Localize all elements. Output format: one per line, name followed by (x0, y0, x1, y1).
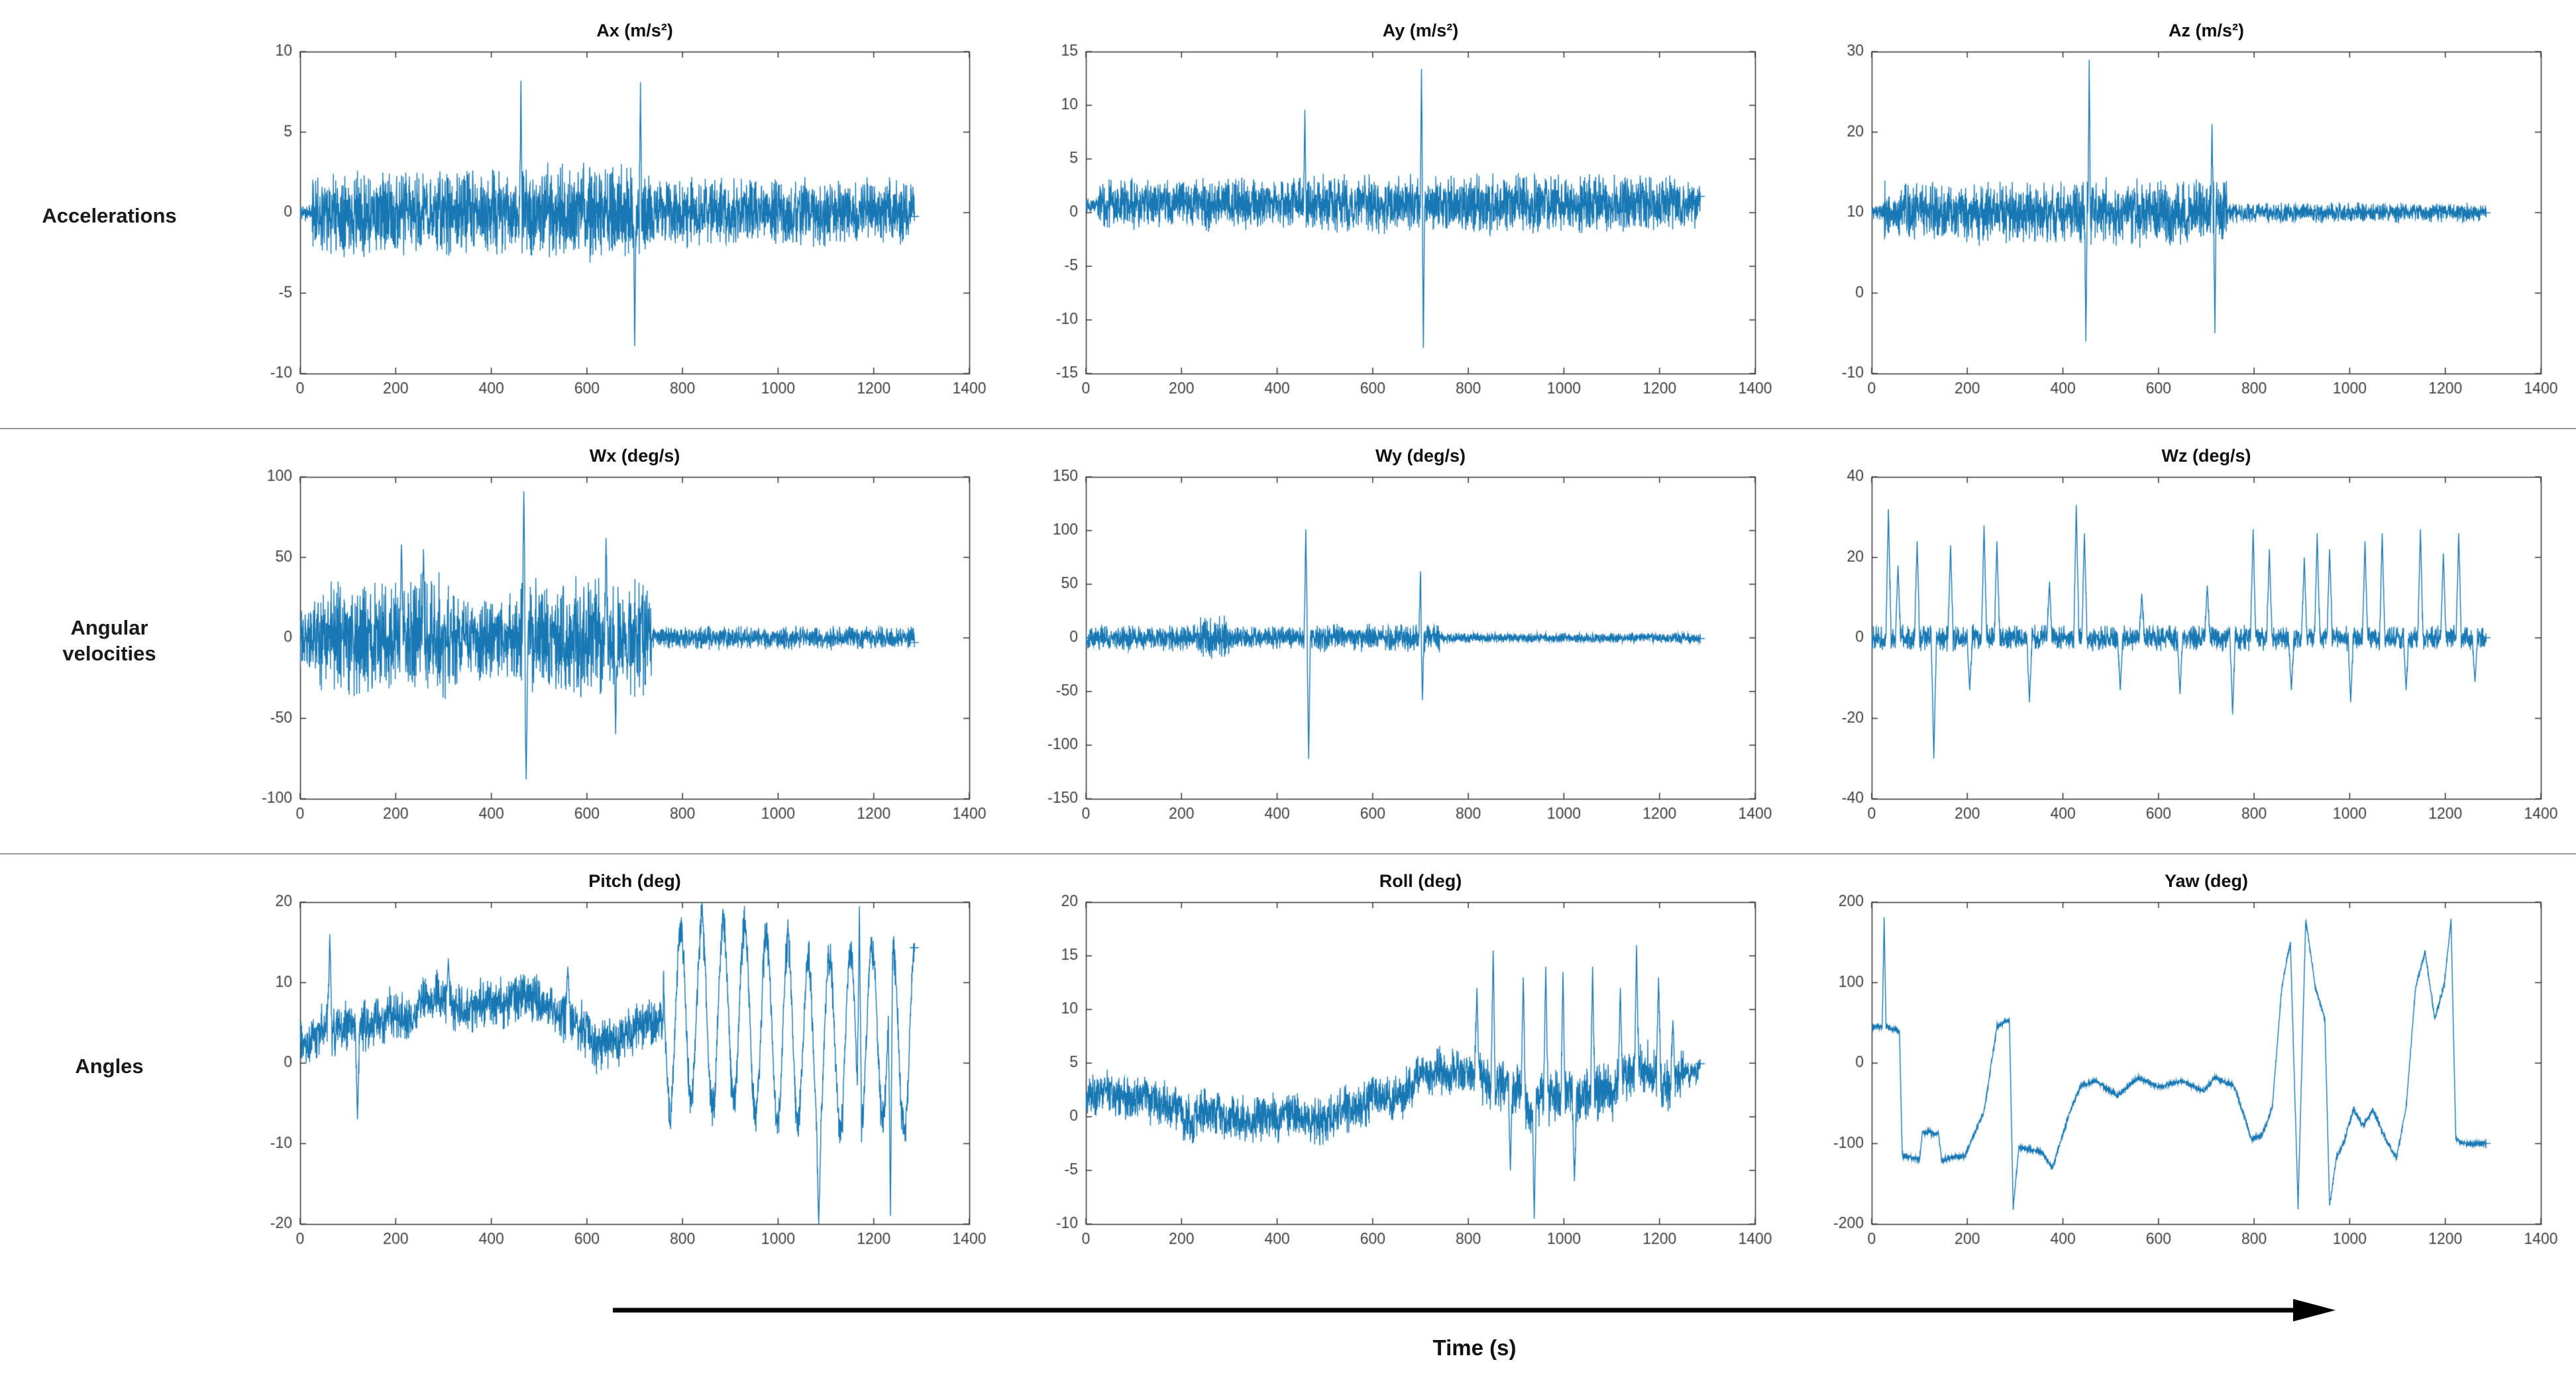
plot-title-roll: Roll (deg) (1379, 871, 1462, 891)
plot-ay: Ay (m/s²) (1004, 17, 1790, 415)
plot-title-wx: Wx (deg/s) (589, 446, 680, 466)
plot-ax-canvas (231, 44, 993, 415)
plot-title-wz: Wz (deg/s) (2161, 446, 2251, 466)
plot-az: Az (m/s²) (1790, 17, 2576, 415)
plot-yaw-canvas (1802, 894, 2564, 1265)
plot-yaw: Yaw (deg) (1790, 868, 2576, 1265)
row-label-accelerations: Accelerations (42, 203, 177, 227)
row-label-angles: Angles (75, 1054, 144, 1078)
row-angular-velocities: Angular velocities Wx (deg/s) Wy (deg/s)… (0, 429, 2576, 854)
plot-title-az: Az (m/s²) (2169, 21, 2244, 40)
plot-title-wy: Wy (deg/s) (1375, 446, 1466, 466)
plot-title-pitch: Pitch (deg) (588, 871, 681, 891)
row-angles: Angles Pitch (deg) Roll (deg) Yaw (deg) (0, 854, 2576, 1278)
plot-wz-canvas (1802, 469, 2564, 840)
plot-ay-canvas (1016, 44, 1778, 415)
time-arrow (613, 1296, 2336, 1325)
plot-roll-canvas (1016, 894, 1778, 1265)
plot-wz: Wz (deg/s) (1790, 442, 2576, 840)
plot-wy-canvas (1016, 469, 1778, 840)
plot-roll: Roll (deg) (1004, 868, 1790, 1265)
plot-ax: Ax (m/s²) (219, 17, 1004, 415)
plot-title-ax: Ax (m/s²) (596, 21, 673, 40)
plot-wx-canvas (231, 469, 993, 840)
plot-pitch-canvas (231, 894, 993, 1265)
plot-title-ay: Ay (m/s²) (1382, 21, 1459, 40)
time-axis-label: Time (s) (1432, 1335, 1517, 1360)
row-accelerations: Accelerations Ax (m/s²) Ay (m/s²) Az (m/… (0, 4, 2576, 429)
plot-pitch: Pitch (deg) (219, 868, 1004, 1265)
plot-wy: Wy (deg/s) (1004, 442, 1790, 840)
plot-wx: Wx (deg/s) (219, 442, 1004, 840)
time-arrow-icon (613, 1299, 2335, 1321)
time-axis-footer: Time (s) (0, 1278, 2576, 1391)
row-label-angular-velocities: Angular velocities (62, 616, 156, 665)
plot-title-yaw: Yaw (deg) (2164, 871, 2249, 891)
plot-az-canvas (1802, 44, 2564, 415)
